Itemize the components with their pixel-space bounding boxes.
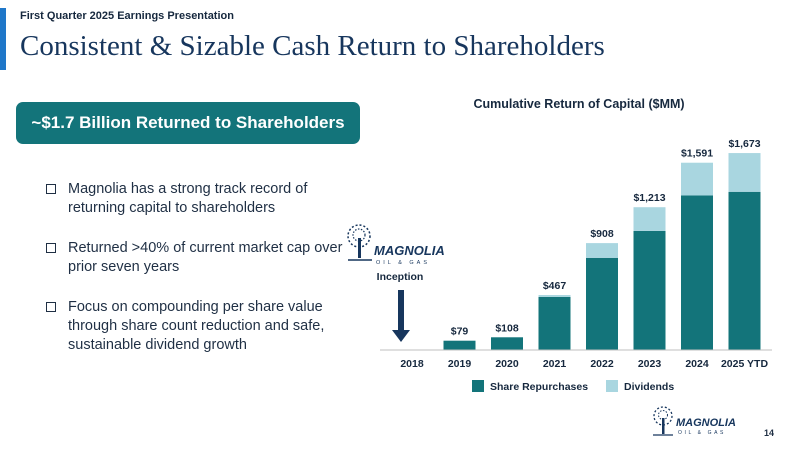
x-axis-ticks: 2018 2019 2020 2021 2022 2023 2024 2025 YTD [400, 358, 768, 370]
x-tick-label: 2024 [685, 358, 709, 370]
footer-logo-wordmark: MAGNOLIA [676, 417, 736, 429]
bar-dividends [633, 207, 666, 231]
bullet-item: Focus on compounding per share value thr… [46, 298, 346, 355]
cumulative-return-chart: Cumulative Return of Capital ($MM) MAGNO… [347, 97, 772, 393]
legend-swatch-dividends [606, 380, 618, 392]
x-tick-label: 2023 [638, 358, 662, 370]
bar-repurchases [443, 340, 476, 350]
legend-label-repurchases: Share Repurchases [490, 381, 588, 393]
bar-repurchases [681, 195, 713, 350]
bullet-text: Returned >40% of current market cap over… [68, 240, 343, 275]
checkbox-bullet-icon [46, 302, 56, 312]
bar-total-label: $908 [590, 228, 614, 240]
bullet-text: Focus on compounding per share value thr… [68, 299, 325, 353]
page-number: 14 [763, 428, 774, 438]
inception-label: Inception [377, 271, 424, 283]
bar-repurchases [728, 191, 761, 350]
bar-dividends [681, 162, 713, 196]
footer-logo-subtitle: OIL & GAS [678, 430, 726, 436]
x-tick-label: 2018 [400, 358, 424, 370]
accent-bar [0, 8, 6, 70]
bar-total-label: $467 [543, 280, 567, 292]
magnolia-tree-footer-icon [653, 406, 673, 436]
bars-group [443, 153, 761, 350]
bullet-text: Magnolia has a strong track record of re… [68, 181, 308, 216]
bar-dividends [538, 295, 571, 297]
bar-dividends [586, 243, 618, 258]
bar-dividends [728, 153, 761, 192]
bar-total-label: $1,591 [681, 148, 713, 160]
page-title: Consistent & Sizable Cash Return to Shar… [20, 30, 605, 62]
magnolia-tree-logo-icon [347, 224, 372, 261]
bar-total-label: $1,673 [728, 138, 760, 150]
bar-repurchases [491, 337, 523, 350]
x-tick-label: 2025 YTD [721, 358, 769, 370]
x-tick-label: 2020 [495, 358, 519, 370]
inception-arrow-icon [392, 290, 410, 342]
bullet-item: Returned >40% of current market cap over… [46, 239, 346, 277]
x-tick-label: 2019 [448, 358, 472, 370]
bar-total-label: $1,213 [633, 192, 665, 204]
presentation-label: First Quarter 2025 Earnings Presentation [20, 10, 234, 22]
callout-banner: ~$1.7 Billion Returned to Shareholders [16, 102, 360, 144]
bar-repurchases [633, 230, 666, 350]
bar-total-label: $79 [451, 326, 469, 338]
checkbox-bullet-icon [46, 184, 56, 194]
x-tick-label: 2022 [590, 358, 614, 370]
bar-repurchases [538, 296, 571, 350]
bar-repurchases [586, 257, 618, 350]
footer-logo: MAGNOLIA OIL & GAS [653, 406, 736, 436]
checkbox-bullet-icon [46, 243, 56, 253]
logo-wordmark: MAGNOLIA [374, 243, 445, 258]
chart-title: Cumulative Return of Capital ($MM) [473, 97, 684, 111]
bullet-item: Magnolia has a strong track record of re… [46, 180, 346, 218]
legend-swatch-repurchases [472, 380, 484, 392]
bar-total-label: $108 [495, 322, 519, 334]
x-tick-label: 2021 [543, 358, 567, 370]
logo-subtitle: OIL & GAS [376, 260, 430, 266]
legend-label-dividends: Dividends [624, 381, 674, 393]
total-labels-group: $79 $108 $467 $908 $1,213 $1,591 $1,673 [451, 138, 761, 338]
bullet-list: Magnolia has a strong track record of re… [46, 180, 346, 376]
